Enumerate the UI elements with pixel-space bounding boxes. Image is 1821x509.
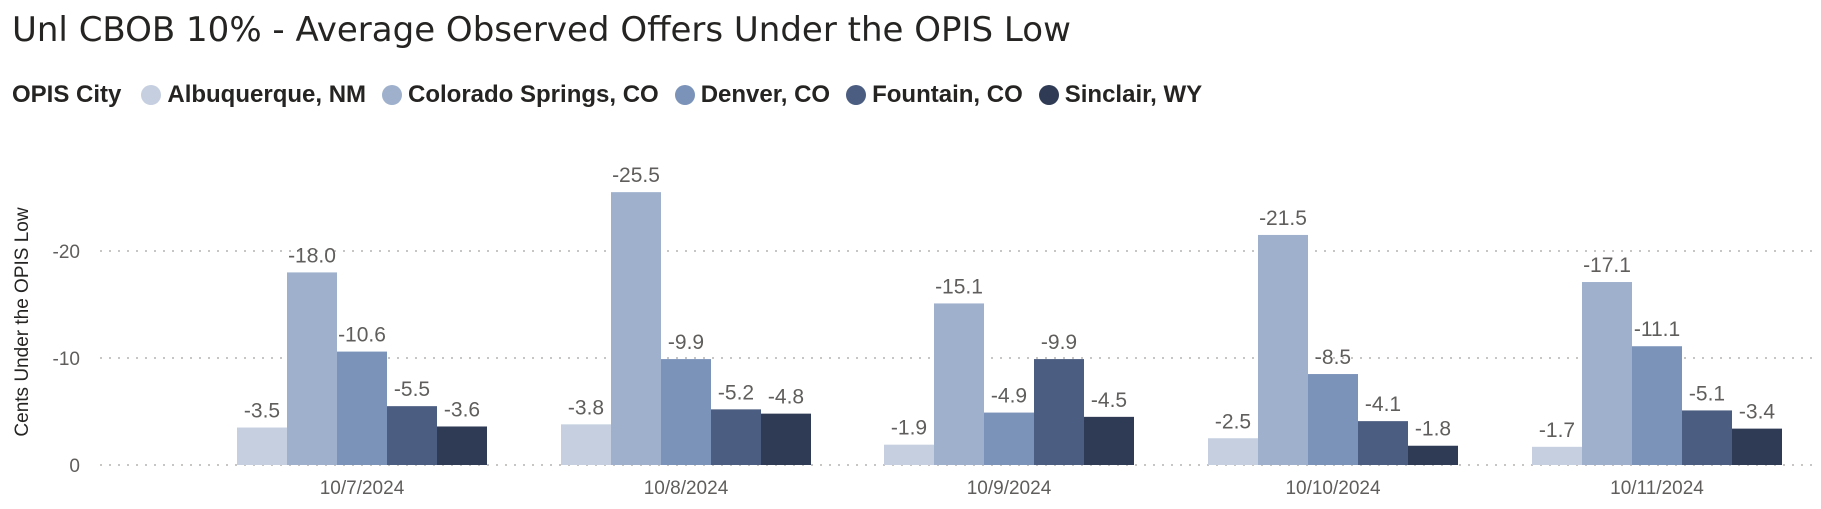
data-label: -4.1 <box>1365 393 1401 416</box>
data-label: -1.7 <box>1539 419 1575 442</box>
legend-item-fountain[interactable]: Fountain, CO <box>846 81 1023 109</box>
data-label: -4.9 <box>991 385 1027 408</box>
data-label: -5.5 <box>394 378 430 401</box>
x-tick-label: 10/11/2024 <box>1610 478 1704 499</box>
legend-label: Sinclair, WY <box>1064 81 1203 108</box>
bar[interactable] <box>1732 428 1782 465</box>
legend-title: OPIS City <box>12 81 122 108</box>
legend-swatch-icon <box>141 85 162 105</box>
data-label: -18.0 <box>288 244 336 267</box>
bar[interactable] <box>387 406 437 465</box>
legend: OPIS City Albuquerque, NM Colorado Sprin… <box>12 80 1202 110</box>
data-labels: -3.5-18.0-10.6-5.5-3.6 -3.8-25.5-9.9-5.2-… <box>244 164 1776 442</box>
bar[interactable] <box>287 272 337 465</box>
x-tick-label: 10/8/2024 <box>644 478 729 499</box>
bar[interactable] <box>561 424 611 465</box>
legend-label: Fountain, CO <box>872 81 1023 108</box>
bar[interactable] <box>1632 346 1682 465</box>
bar[interactable] <box>1308 374 1358 465</box>
data-label: -3.6 <box>444 398 480 421</box>
bar[interactable] <box>237 427 287 465</box>
bar[interactable] <box>611 192 661 465</box>
data-label: -1.8 <box>1415 418 1451 441</box>
data-label: -10.6 <box>338 324 386 347</box>
data-label: -25.5 <box>612 164 660 187</box>
data-label: -3.5 <box>244 400 280 423</box>
legend-swatch-icon <box>846 85 867 105</box>
bar[interactable] <box>1208 438 1258 465</box>
legend-swatch-icon <box>1038 85 1059 105</box>
bar[interactable] <box>1084 416 1134 465</box>
legend-item-denver[interactable]: Denver, CO <box>674 81 831 109</box>
data-label: -9.9 <box>1041 331 1077 354</box>
legend-label: Colorado Springs, CO <box>408 81 659 108</box>
data-label: -21.5 <box>1259 207 1307 230</box>
data-label: -4.8 <box>768 386 804 409</box>
bar[interactable] <box>984 412 1034 465</box>
data-label: -11.1 <box>1634 318 1680 341</box>
data-label: -17.1 <box>1583 254 1631 277</box>
y-tick-label: -10 <box>53 349 80 370</box>
legend-label: Albuquerque, NM <box>167 81 367 108</box>
y-axis-ticks: 0 -10 -20 <box>53 242 80 477</box>
legend-swatch-icon <box>674 85 695 105</box>
bars <box>237 192 1782 465</box>
legend-label: Denver, CO <box>700 81 831 108</box>
y-axis-label: Cents Under the OPIS Low <box>12 207 33 436</box>
data-label: -3.8 <box>568 396 604 419</box>
data-label: -15.1 <box>935 275 983 298</box>
y-tick-label: 0 <box>69 456 80 477</box>
data-label: -5.1 <box>1689 382 1725 405</box>
bar[interactable] <box>661 359 711 465</box>
bar[interactable] <box>934 303 984 465</box>
bar[interactable] <box>337 351 387 465</box>
data-label: -5.2 <box>718 381 754 404</box>
bar[interactable] <box>884 444 934 465</box>
legend-item-albuquerque[interactable]: Albuquerque, NM <box>141 81 366 109</box>
bar[interactable] <box>1034 359 1084 465</box>
bar[interactable] <box>1532 446 1582 465</box>
bar[interactable] <box>1582 282 1632 465</box>
bar[interactable] <box>1408 445 1458 465</box>
legend-swatch-icon <box>382 85 403 105</box>
bar[interactable] <box>761 413 811 465</box>
bar[interactable] <box>1682 410 1732 465</box>
bar[interactable] <box>1258 234 1308 465</box>
data-label: -1.9 <box>891 417 927 440</box>
data-label: -4.5 <box>1091 389 1127 412</box>
bar[interactable] <box>1358 421 1408 465</box>
x-tick-label: 10/9/2024 <box>967 478 1052 499</box>
data-label: -8.5 <box>1315 346 1351 369</box>
bar[interactable] <box>711 409 761 465</box>
y-tick-label: -20 <box>53 242 80 263</box>
x-axis-ticks: 10/7/2024 10/8/2024 10/9/2024 10/10/2024 10/… <box>320 478 1705 499</box>
data-label: -2.5 <box>1215 410 1251 433</box>
x-tick-label: 10/7/2024 <box>320 478 405 499</box>
data-label: -9.9 <box>668 331 704 354</box>
data-label: -3.4 <box>1739 401 1776 424</box>
chart-title: Unl CBOB 10% - Average Observed Offers U… <box>12 10 1071 50</box>
x-tick-label: 10/10/2024 <box>1285 478 1381 499</box>
legend-item-sinclair[interactable]: Sinclair, WY <box>1038 81 1203 109</box>
bar[interactable] <box>437 426 487 465</box>
legend-item-colorado-springs[interactable]: Colorado Springs, CO <box>382 81 659 109</box>
